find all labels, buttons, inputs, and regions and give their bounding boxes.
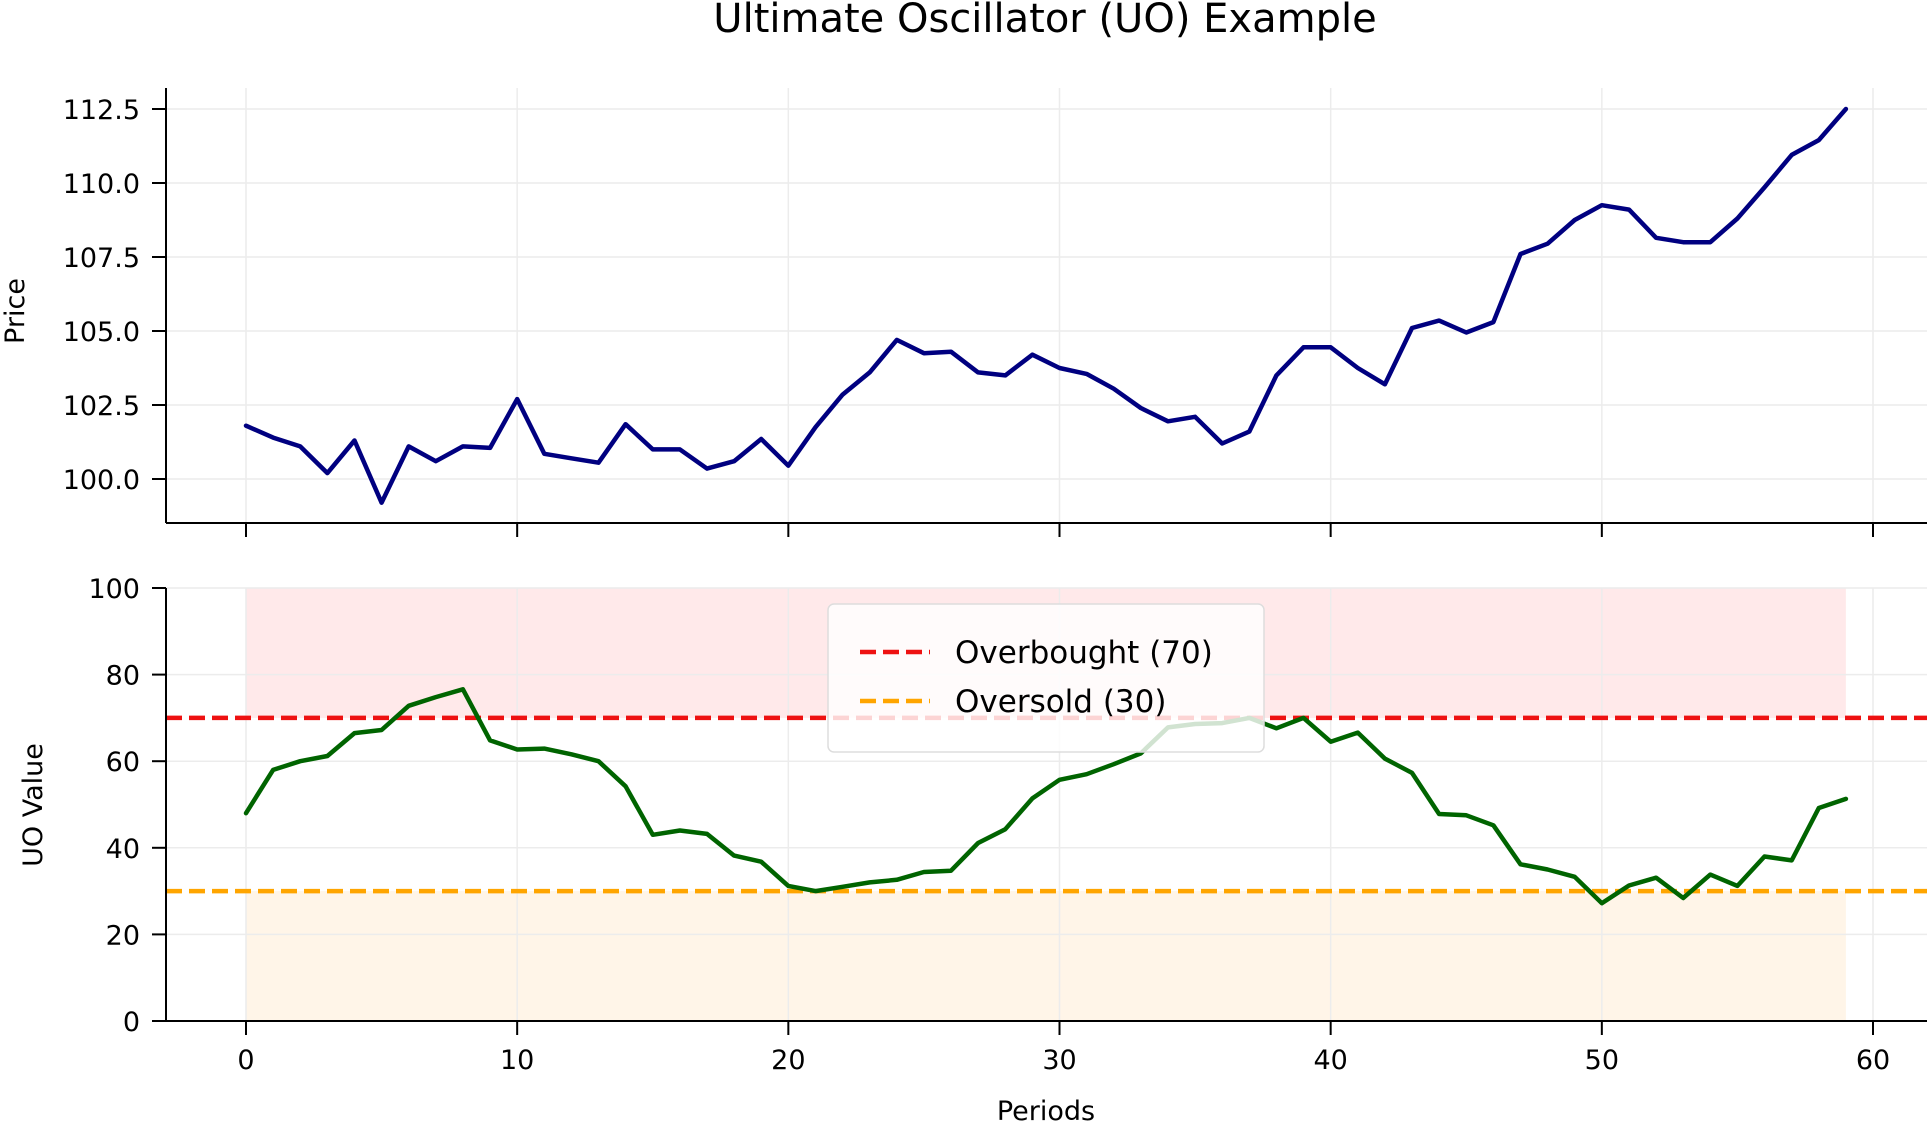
price-series-line bbox=[243, 106, 1849, 505]
price-y-tick-label: 107.5 bbox=[63, 243, 140, 274]
oversold-zone bbox=[246, 891, 1846, 1021]
price-y-tick-label: 112.5 bbox=[63, 95, 140, 126]
uo-panel: 0 10 20 30 40 50 60 0 20 40 60 80 100 UO Value Perio… bbox=[18, 574, 1927, 1127]
uo-series-line bbox=[243, 687, 1849, 906]
price-axis-ticks: 100.0 102.5 105.0 107.5 110.0 112.5 bbox=[63, 95, 1874, 537]
price-y-axis-label: Price bbox=[0, 278, 31, 344]
uo-y-tick-label: 20 bbox=[106, 920, 140, 951]
price-y-tick-label: 102.5 bbox=[63, 391, 140, 422]
x-axis-label: Periods bbox=[997, 1096, 1095, 1127]
price-y-tick-label: 110.0 bbox=[63, 169, 140, 200]
uo-axis-ticks: 0 10 20 30 40 50 60 0 20 40 60 80 100 bbox=[88, 574, 1890, 1076]
x-tick-label: 50 bbox=[1585, 1045, 1619, 1076]
x-tick-label: 0 bbox=[237, 1045, 254, 1076]
legend: Overbought (70) Oversold (30) bbox=[827, 603, 1265, 753]
price-gridlines bbox=[166, 88, 1927, 523]
uo-y-tick-label: 40 bbox=[106, 834, 140, 865]
uo-y-tick-label: 100 bbox=[88, 574, 140, 605]
legend-oversold-label: Oversold (30) bbox=[955, 684, 1166, 720]
price-y-tick-label: 100.0 bbox=[63, 465, 140, 496]
legend-overbought-label: Overbought (70) bbox=[955, 635, 1213, 671]
chart-title: Ultimate Oscillator (UO) Example bbox=[713, 0, 1376, 42]
uo-y-axis-label: UO Value bbox=[18, 743, 49, 867]
x-tick-label: 10 bbox=[500, 1045, 534, 1076]
x-tick-label: 40 bbox=[1313, 1045, 1347, 1076]
uo-y-tick-label: 0 bbox=[123, 1007, 140, 1038]
x-tick-label: 30 bbox=[1042, 1045, 1076, 1076]
price-y-tick-label: 105.0 bbox=[63, 317, 140, 348]
price-panel: 100.0 102.5 105.0 107.5 110.0 112.5 Price bbox=[0, 88, 1927, 537]
uo-y-tick-label: 60 bbox=[106, 747, 140, 778]
x-tick-label: 20 bbox=[771, 1045, 805, 1076]
legend-box bbox=[827, 603, 1265, 753]
uo-y-tick-label: 80 bbox=[106, 661, 140, 692]
x-tick-label: 60 bbox=[1856, 1045, 1890, 1076]
